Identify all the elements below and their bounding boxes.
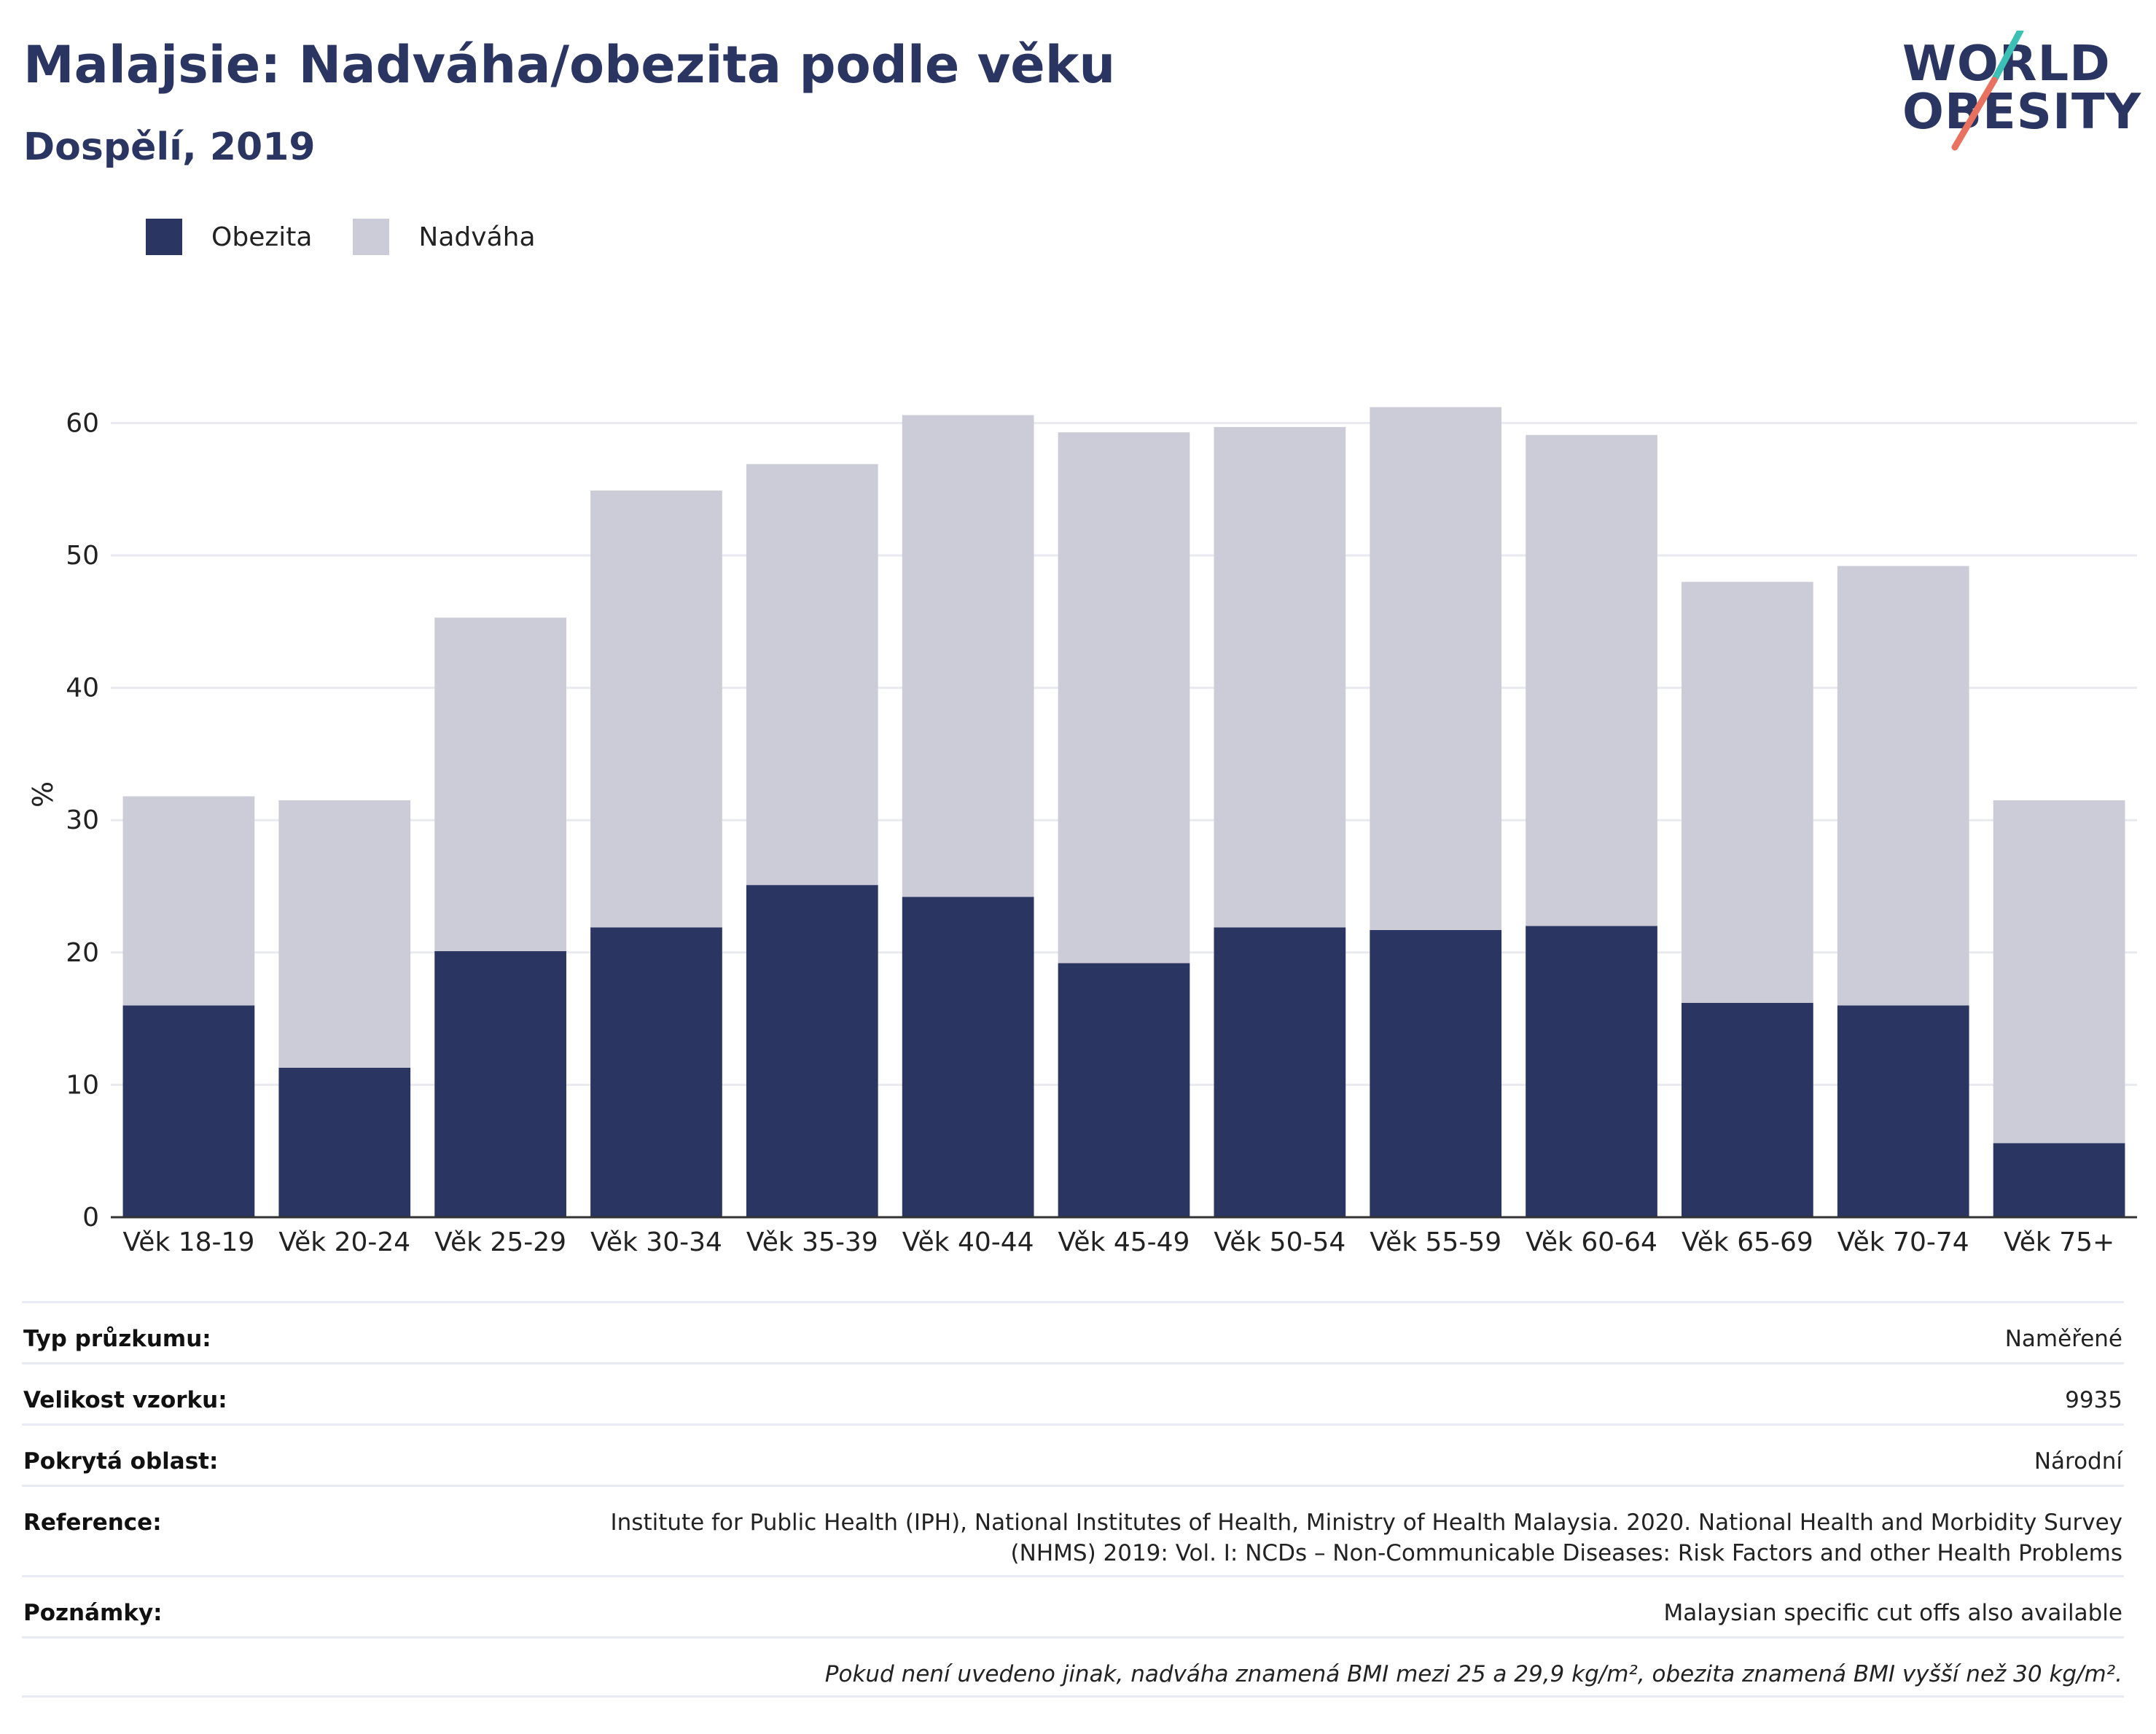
chart-subtitle: Dospělí, 2019 bbox=[23, 125, 316, 169]
x-tick-label: Věk 65-69 bbox=[1682, 1227, 1813, 1257]
bar-nadvaha bbox=[434, 617, 566, 951]
bar-obezita bbox=[278, 1067, 411, 1217]
survey-info-table: Typ průzkumu: Naměřené Velikost vzorku: 993… bbox=[22, 1301, 2124, 1698]
x-tick-label: Věk 35-39 bbox=[746, 1227, 878, 1257]
info-label: Typ průzkumu: bbox=[23, 1326, 211, 1352]
info-value: 9935 bbox=[2065, 1387, 2122, 1413]
y-tick-label: 30 bbox=[66, 805, 99, 835]
info-value: Institute for Public Health (IPH), Natio… bbox=[610, 1510, 2122, 1566]
x-tick-label: Věk 55-59 bbox=[1370, 1227, 1501, 1257]
bar-nadvaha bbox=[1214, 426, 1346, 928]
info-value: Naměřené bbox=[2004, 1326, 2122, 1352]
world-obesity-logo: WORLD OBESITY bbox=[1902, 31, 2143, 155]
x-tick-label: Věk 60-64 bbox=[1526, 1227, 1657, 1257]
x-tick-label: Věk 25-29 bbox=[434, 1227, 566, 1257]
legend-label-nadvaha: Nadváha bbox=[418, 222, 536, 252]
legend-swatch-nadvaha bbox=[353, 219, 390, 255]
bar-obezita bbox=[1837, 1005, 1969, 1217]
x-tick-label: Věk 75+ bbox=[2004, 1227, 2114, 1257]
x-tick-label: Věk 18-19 bbox=[122, 1227, 254, 1257]
y-tick-label: 10 bbox=[66, 1070, 99, 1100]
info-row: Typ průzkumu: Naměřené bbox=[22, 1301, 2124, 1362]
bar-obezita bbox=[1058, 963, 1190, 1217]
bar-obezita bbox=[590, 927, 722, 1217]
y-axis-label: % bbox=[27, 781, 59, 808]
bar-nadvaha bbox=[746, 464, 878, 886]
legend-item-obezita: Obezita bbox=[146, 219, 312, 255]
info-row: Reference: Institute for Public Health (I… bbox=[22, 1485, 2124, 1575]
chart-legend: Obezita Nadváha bbox=[146, 217, 577, 257]
legend-swatch-obezita bbox=[146, 219, 182, 255]
bar-nadvaha bbox=[1526, 434, 1657, 926]
bar-nadvaha bbox=[122, 796, 255, 1006]
y-tick-label: 0 bbox=[82, 1203, 99, 1233]
info-label: Poznámky: bbox=[23, 1600, 163, 1626]
bar-obezita bbox=[1682, 1002, 1813, 1217]
y-tick-label: 50 bbox=[66, 541, 99, 571]
x-tick-label: Věk 30-34 bbox=[590, 1227, 722, 1257]
bar-nadvaha bbox=[1993, 800, 2125, 1144]
info-value: Národní bbox=[2034, 1448, 2122, 1475]
info-label: Velikost vzorku: bbox=[23, 1387, 227, 1413]
bar-obezita bbox=[1214, 927, 1346, 1217]
stacked-bar-chart: 0 10 20 30 40 50 60% Věk 18-19 Věk 20-24 Věk 25-2… bbox=[27, 407, 2137, 1257]
bar-nadvaha bbox=[902, 415, 1034, 897]
footnote: Pokud není uvedeno jinak, nadváha znamen… bbox=[824, 1661, 2122, 1687]
y-tick-label: 20 bbox=[66, 938, 99, 968]
bar-obezita bbox=[1370, 929, 1502, 1217]
bar-obezita bbox=[1526, 926, 1657, 1217]
info-row: Velikost vzorku: 9935 bbox=[22, 1362, 2124, 1423]
y-tick-label: 60 bbox=[66, 408, 99, 438]
info-row: Poznámky: Malaysian specific cut offs als… bbox=[22, 1575, 2124, 1636]
footnote-row: Pokud není uvedeno jinak, nadváha znamen… bbox=[22, 1636, 2124, 1698]
bar-obezita bbox=[902, 897, 1034, 1217]
y-tick-label: 40 bbox=[66, 673, 99, 703]
x-tick-label: Věk 50-54 bbox=[1214, 1227, 1345, 1257]
logo-word-obesity: OBESITY bbox=[1902, 83, 2142, 140]
bar-obezita bbox=[122, 1005, 255, 1217]
info-value: Malaysian specific cut offs also availab… bbox=[1663, 1600, 2122, 1626]
info-label: Reference: bbox=[23, 1510, 162, 1536]
bar-nadvaha bbox=[1682, 582, 1813, 1003]
bar-obezita bbox=[1993, 1143, 2125, 1217]
x-tick-label: Věk 45-49 bbox=[1058, 1227, 1190, 1257]
x-tick-label: Věk 70-74 bbox=[1837, 1227, 1969, 1257]
bar-nadvaha bbox=[278, 800, 411, 1068]
bar-nadvaha bbox=[590, 491, 722, 928]
x-tick-label: Věk 40-44 bbox=[902, 1227, 1034, 1257]
x-tick-label: Věk 20-24 bbox=[278, 1227, 410, 1257]
bar-nadvaha bbox=[1058, 432, 1190, 964]
chart-title: Malajsie: Nadváha/obezita podle věku bbox=[23, 35, 1116, 95]
bar-obezita bbox=[746, 885, 878, 1217]
legend-item-nadvaha: Nadváha bbox=[353, 219, 536, 255]
logo-slash-icon bbox=[1951, 31, 2024, 151]
info-row: Pokrytá oblast: Národní bbox=[22, 1423, 2124, 1485]
info-label: Pokrytá oblast: bbox=[23, 1448, 219, 1475]
bar-nadvaha bbox=[1370, 407, 1502, 930]
legend-label-obezita: Obezita bbox=[211, 222, 313, 252]
bar-obezita bbox=[434, 950, 566, 1217]
bar-nadvaha bbox=[1837, 566, 1969, 1006]
